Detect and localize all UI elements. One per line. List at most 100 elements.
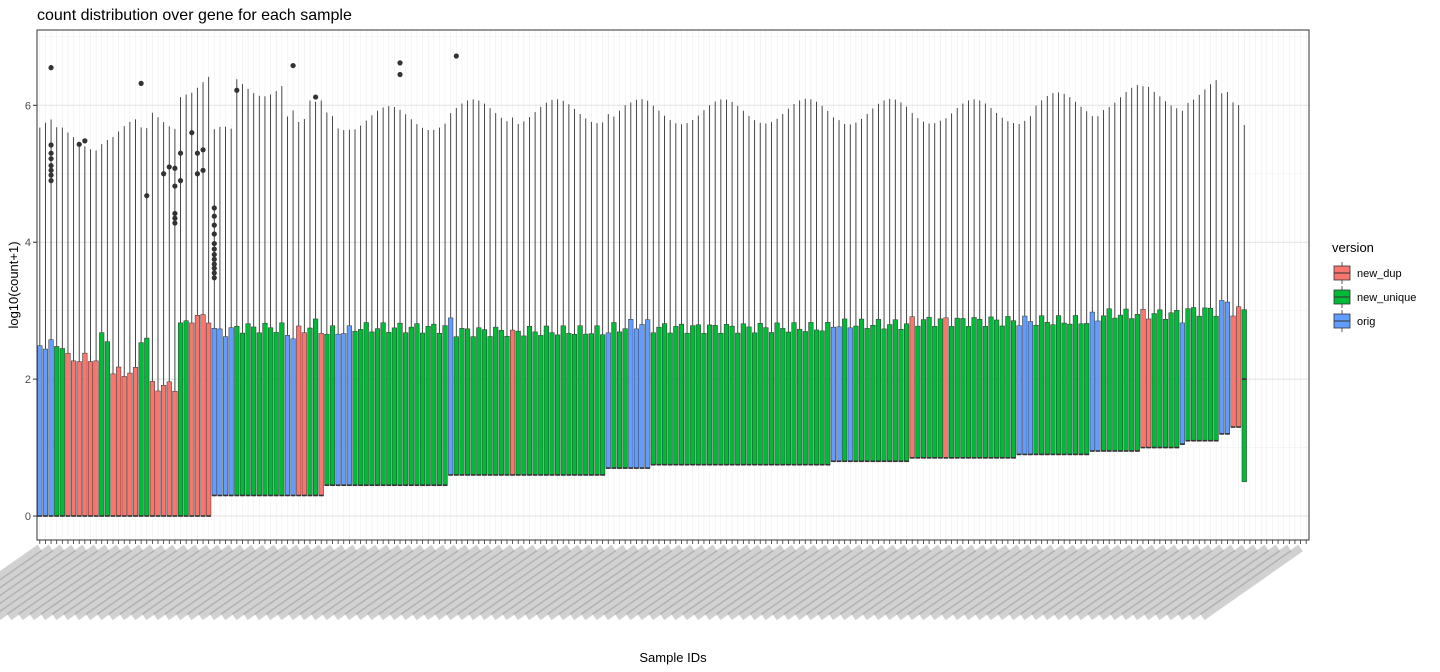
outlier-point [194,150,201,156]
outlier-point [189,130,195,136]
boxes-layer [37,76,1247,517]
x-tick-label-mark [648,544,752,621]
box-new_unique [358,329,364,486]
box-new_unique [673,326,679,465]
x-tick-label-mark [603,544,707,621]
x-tick-label-mark [310,544,414,621]
x-tick-label-mark [400,544,504,621]
box-new_unique [915,325,921,459]
box-new_unique [476,327,482,476]
box-new_unique [431,323,437,486]
box-new_dup [1236,306,1242,428]
box-new_unique [1207,307,1214,441]
outlier-point [48,172,54,178]
outlier-point [48,178,54,184]
box-new_dup [93,360,99,517]
box-new_unique [684,332,690,465]
x-tick-label-mark [1132,544,1236,621]
x-tick-label-mark [1177,544,1281,621]
box-new_unique [746,326,752,465]
outlier-point [48,65,54,71]
box-new_unique [723,324,730,465]
box-new_unique [1106,308,1112,452]
box-new_dup [110,373,116,517]
x-tick-label-mark [783,544,887,621]
box-new_unique [718,332,724,465]
box-new_unique [543,325,549,476]
x-tick-label-mark [839,544,943,621]
box-new_unique [701,333,707,465]
box-new_unique [369,331,375,486]
x-tick-label-mark [1109,544,1213,621]
box-orig [42,348,49,517]
outlier-point [48,162,54,169]
box-new_dup [943,317,949,459]
box-orig [1224,301,1230,435]
box-new_unique [99,332,105,517]
box-new_unique [926,316,932,459]
box-new_unique [1010,320,1017,459]
box-new_unique [583,333,589,476]
x-tick-label-mark [96,544,200,621]
box-new_dup [1230,315,1236,428]
box-new_unique [982,325,988,459]
outlier-point [290,62,296,69]
outlier-point [194,171,201,177]
x-tick-label-mark [659,544,763,621]
box-new_unique [1185,308,1191,441]
x-tick-label-mark [625,544,729,621]
box-new_unique [532,331,538,476]
legend-label-orig: orig [1357,316,1375,328]
box-new_unique [768,332,775,465]
box-new_unique [1191,307,1197,441]
x-tick-label-mark [141,544,245,621]
x-tick-label-mark [547,544,650,621]
box-orig [1022,315,1028,455]
outlier-point [313,94,319,100]
box-orig [346,325,352,486]
box-new_unique [780,328,786,465]
x-tick-label-mark [704,544,808,621]
box-new_unique [785,331,791,465]
box-new_unique [408,326,414,486]
box-new_unique [904,323,910,462]
x-tick-label-mark [637,544,741,621]
x-tick-label-mark [749,544,853,621]
y-tick-label: 6 [25,100,31,112]
x-tick-label-mark [1087,544,1191,621]
box-new_unique [1117,314,1124,452]
outlier-point [138,80,144,86]
outlier-point [211,246,217,252]
x-tick-label-mark [288,544,392,621]
x-tick-label-mark [333,544,437,621]
x-tick-label-mark [468,544,572,621]
box-new_unique [363,322,369,486]
x-tick-label-mark [558,544,662,621]
box-new_unique [802,331,808,465]
y-axis: 0 2 4 6 [25,100,37,523]
box-new_unique [144,337,150,517]
outlier-point [76,141,82,147]
x-tick-label-mark [434,544,538,621]
outlier-point [177,178,184,184]
box-new_unique [487,336,493,476]
box-orig [37,345,43,517]
x-tick-label-mark [164,544,268,621]
outlier-point [211,275,217,281]
box-new_unique [1241,309,1247,483]
box-new_unique [622,328,628,469]
box-orig [628,319,634,469]
box-new_unique [1202,307,1208,441]
box-new_unique [937,318,943,459]
x-tick-label-mark [479,544,583,621]
outlier-point [161,171,167,177]
outlier-point [453,53,459,59]
box-new_unique [1067,323,1073,455]
x-tick-label-mark [1166,544,1270,621]
box-new_unique [403,332,409,486]
x-axis [0,540,1307,621]
box-orig [1219,300,1225,435]
x-tick-label-mark [0,544,43,621]
x-tick-label-mark [321,544,425,621]
box-orig [1095,320,1101,452]
